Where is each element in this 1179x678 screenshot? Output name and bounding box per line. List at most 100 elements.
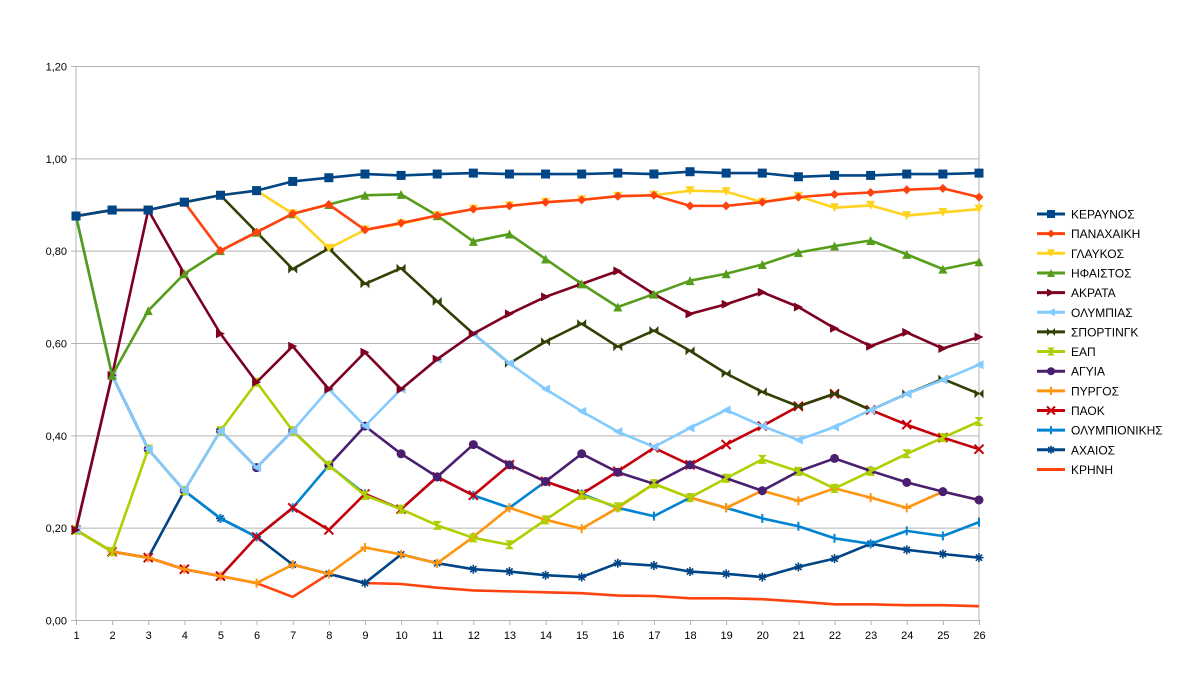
x-tick-label: 3 bbox=[146, 630, 152, 642]
x-tick-label: 4 bbox=[182, 630, 188, 642]
marker-star bbox=[577, 572, 587, 582]
marker-diamond bbox=[360, 225, 370, 235]
marker-star bbox=[938, 549, 948, 559]
marker-hourglass bbox=[1047, 347, 1055, 356]
marker-tri-left bbox=[577, 406, 587, 416]
marker-hourglass bbox=[974, 416, 984, 426]
marker-square bbox=[902, 169, 912, 179]
marker-circle bbox=[685, 460, 695, 470]
marker-tri-left bbox=[613, 427, 623, 437]
marker-bowtie bbox=[974, 389, 984, 399]
marker-tri-down bbox=[866, 200, 876, 210]
marker-tri-left bbox=[902, 389, 912, 399]
marker-circle bbox=[902, 477, 912, 487]
x-tick-label: 18 bbox=[684, 630, 696, 642]
legend-item: ΑΓΥΙΑ bbox=[1037, 365, 1105, 379]
x-tick-label: 15 bbox=[576, 630, 588, 642]
marker-star bbox=[504, 567, 514, 577]
marker-square bbox=[541, 169, 551, 179]
marker-circle bbox=[974, 495, 984, 505]
legend-label: ΓΛΑΥΚΟΣ bbox=[1071, 247, 1124, 261]
marker-diamond bbox=[324, 200, 334, 209]
marker-square bbox=[468, 168, 478, 178]
marker-diamond bbox=[215, 246, 225, 256]
series-1 bbox=[71, 167, 984, 221]
marker-diamond bbox=[866, 187, 876, 197]
marker-circle bbox=[1047, 367, 1055, 376]
marker-plus bbox=[1047, 386, 1055, 395]
marker-diamond bbox=[252, 227, 262, 237]
marker-diamond bbox=[432, 211, 442, 221]
legend-item: ΓΛΑΥΚΟΣ bbox=[1037, 247, 1124, 261]
marker-tri-right bbox=[324, 384, 334, 394]
marker-plus bbox=[288, 560, 298, 570]
marker-bowtie bbox=[432, 296, 442, 306]
marker-square bbox=[938, 169, 948, 179]
marker-square bbox=[215, 190, 225, 200]
marker-tri-left bbox=[685, 423, 695, 433]
marker-star bbox=[721, 569, 731, 579]
marker-hourglass bbox=[721, 473, 731, 483]
series-8 bbox=[71, 377, 984, 557]
marker-circle bbox=[541, 477, 551, 486]
series-line bbox=[75, 528, 980, 608]
x-tick-label: 6 bbox=[254, 630, 260, 642]
marker-tri-left bbox=[649, 442, 659, 452]
marker-hourglass bbox=[902, 449, 912, 459]
series-lines bbox=[70, 167, 985, 608]
marker-hourglass bbox=[360, 490, 370, 500]
x-tick-label: 22 bbox=[829, 630, 841, 642]
x-tick-label: 16 bbox=[612, 630, 624, 642]
marker-tri-right bbox=[793, 302, 803, 312]
x-tick-label: 24 bbox=[901, 630, 913, 642]
marker-star bbox=[685, 567, 695, 577]
marker-square bbox=[504, 169, 514, 179]
marker-bowtie bbox=[757, 387, 767, 397]
marker-tri-left bbox=[1047, 308, 1055, 317]
marker-x bbox=[901, 419, 912, 430]
legend-label: ΠΥΡΓΟΣ bbox=[1071, 384, 1119, 398]
marker-tri-left bbox=[179, 486, 189, 496]
series-6 bbox=[71, 329, 984, 535]
marker-tri-left bbox=[143, 444, 153, 454]
marker-tri-right bbox=[757, 287, 767, 297]
legend-item: ΠΑΟΚ bbox=[1037, 404, 1105, 418]
marker-tri-left bbox=[866, 405, 876, 415]
marker-tri-up bbox=[504, 229, 514, 239]
marker-tri-left bbox=[721, 405, 731, 415]
marker-tri-down bbox=[324, 243, 334, 253]
marker-square bbox=[360, 169, 370, 179]
legend-label: ΗΦΑΙΣΤΟΣ bbox=[1071, 266, 1132, 280]
marker-square bbox=[324, 173, 334, 183]
x-axis-ticks: 1 2 3 4 5 6 7 8 9 10 11 12 13 14 15 16 17 18 19 20 21 22 23 24 2… bbox=[73, 620, 986, 642]
marker-tri-down bbox=[974, 204, 984, 214]
marker-hourglass bbox=[830, 483, 840, 493]
marker-diamond bbox=[541, 197, 551, 207]
marker-plus bbox=[252, 578, 262, 588]
x-tick-label: 19 bbox=[721, 630, 733, 642]
marker-x bbox=[287, 502, 298, 514]
marker-plus bbox=[902, 503, 912, 513]
marker-square bbox=[432, 169, 442, 179]
x-tick-label: 5 bbox=[218, 630, 224, 642]
series-12 bbox=[74, 211, 980, 549]
marker-star bbox=[757, 572, 767, 582]
marker-hourglass bbox=[396, 504, 406, 514]
marker-tri-right bbox=[252, 377, 262, 387]
x-tick-label: 25 bbox=[937, 630, 949, 642]
marker-circle bbox=[577, 449, 587, 459]
marker-tri-right bbox=[215, 329, 225, 339]
marker-square bbox=[107, 205, 117, 215]
marker-tri-up bbox=[938, 264, 948, 274]
marker-star bbox=[468, 564, 478, 574]
x-tick-label: 2 bbox=[110, 630, 116, 642]
marker-star bbox=[830, 554, 840, 564]
marker-hourglass bbox=[468, 533, 478, 543]
marker-circle bbox=[830, 453, 840, 463]
marker-tri-right bbox=[902, 327, 912, 337]
marker-plus bbox=[396, 549, 406, 559]
marker-tri-right bbox=[1047, 288, 1055, 297]
marker-tri-up bbox=[468, 236, 478, 246]
marker-diamond bbox=[577, 195, 587, 205]
y-tick-label: 1,00 bbox=[46, 154, 67, 166]
